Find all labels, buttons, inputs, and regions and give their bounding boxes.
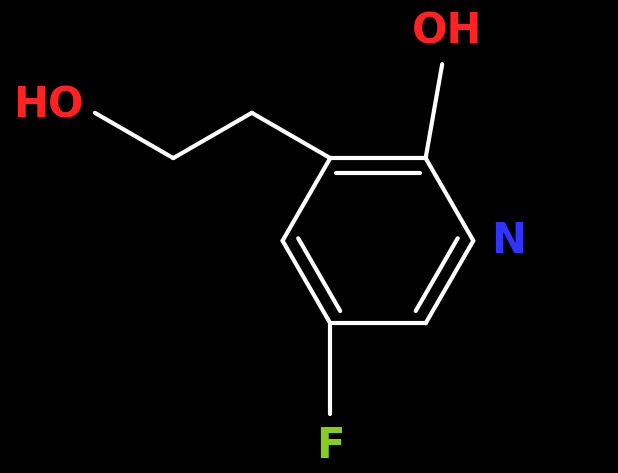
Text: F: F <box>316 425 344 467</box>
Text: HO: HO <box>13 85 83 127</box>
Text: N: N <box>491 220 527 262</box>
Text: OH: OH <box>412 11 482 53</box>
